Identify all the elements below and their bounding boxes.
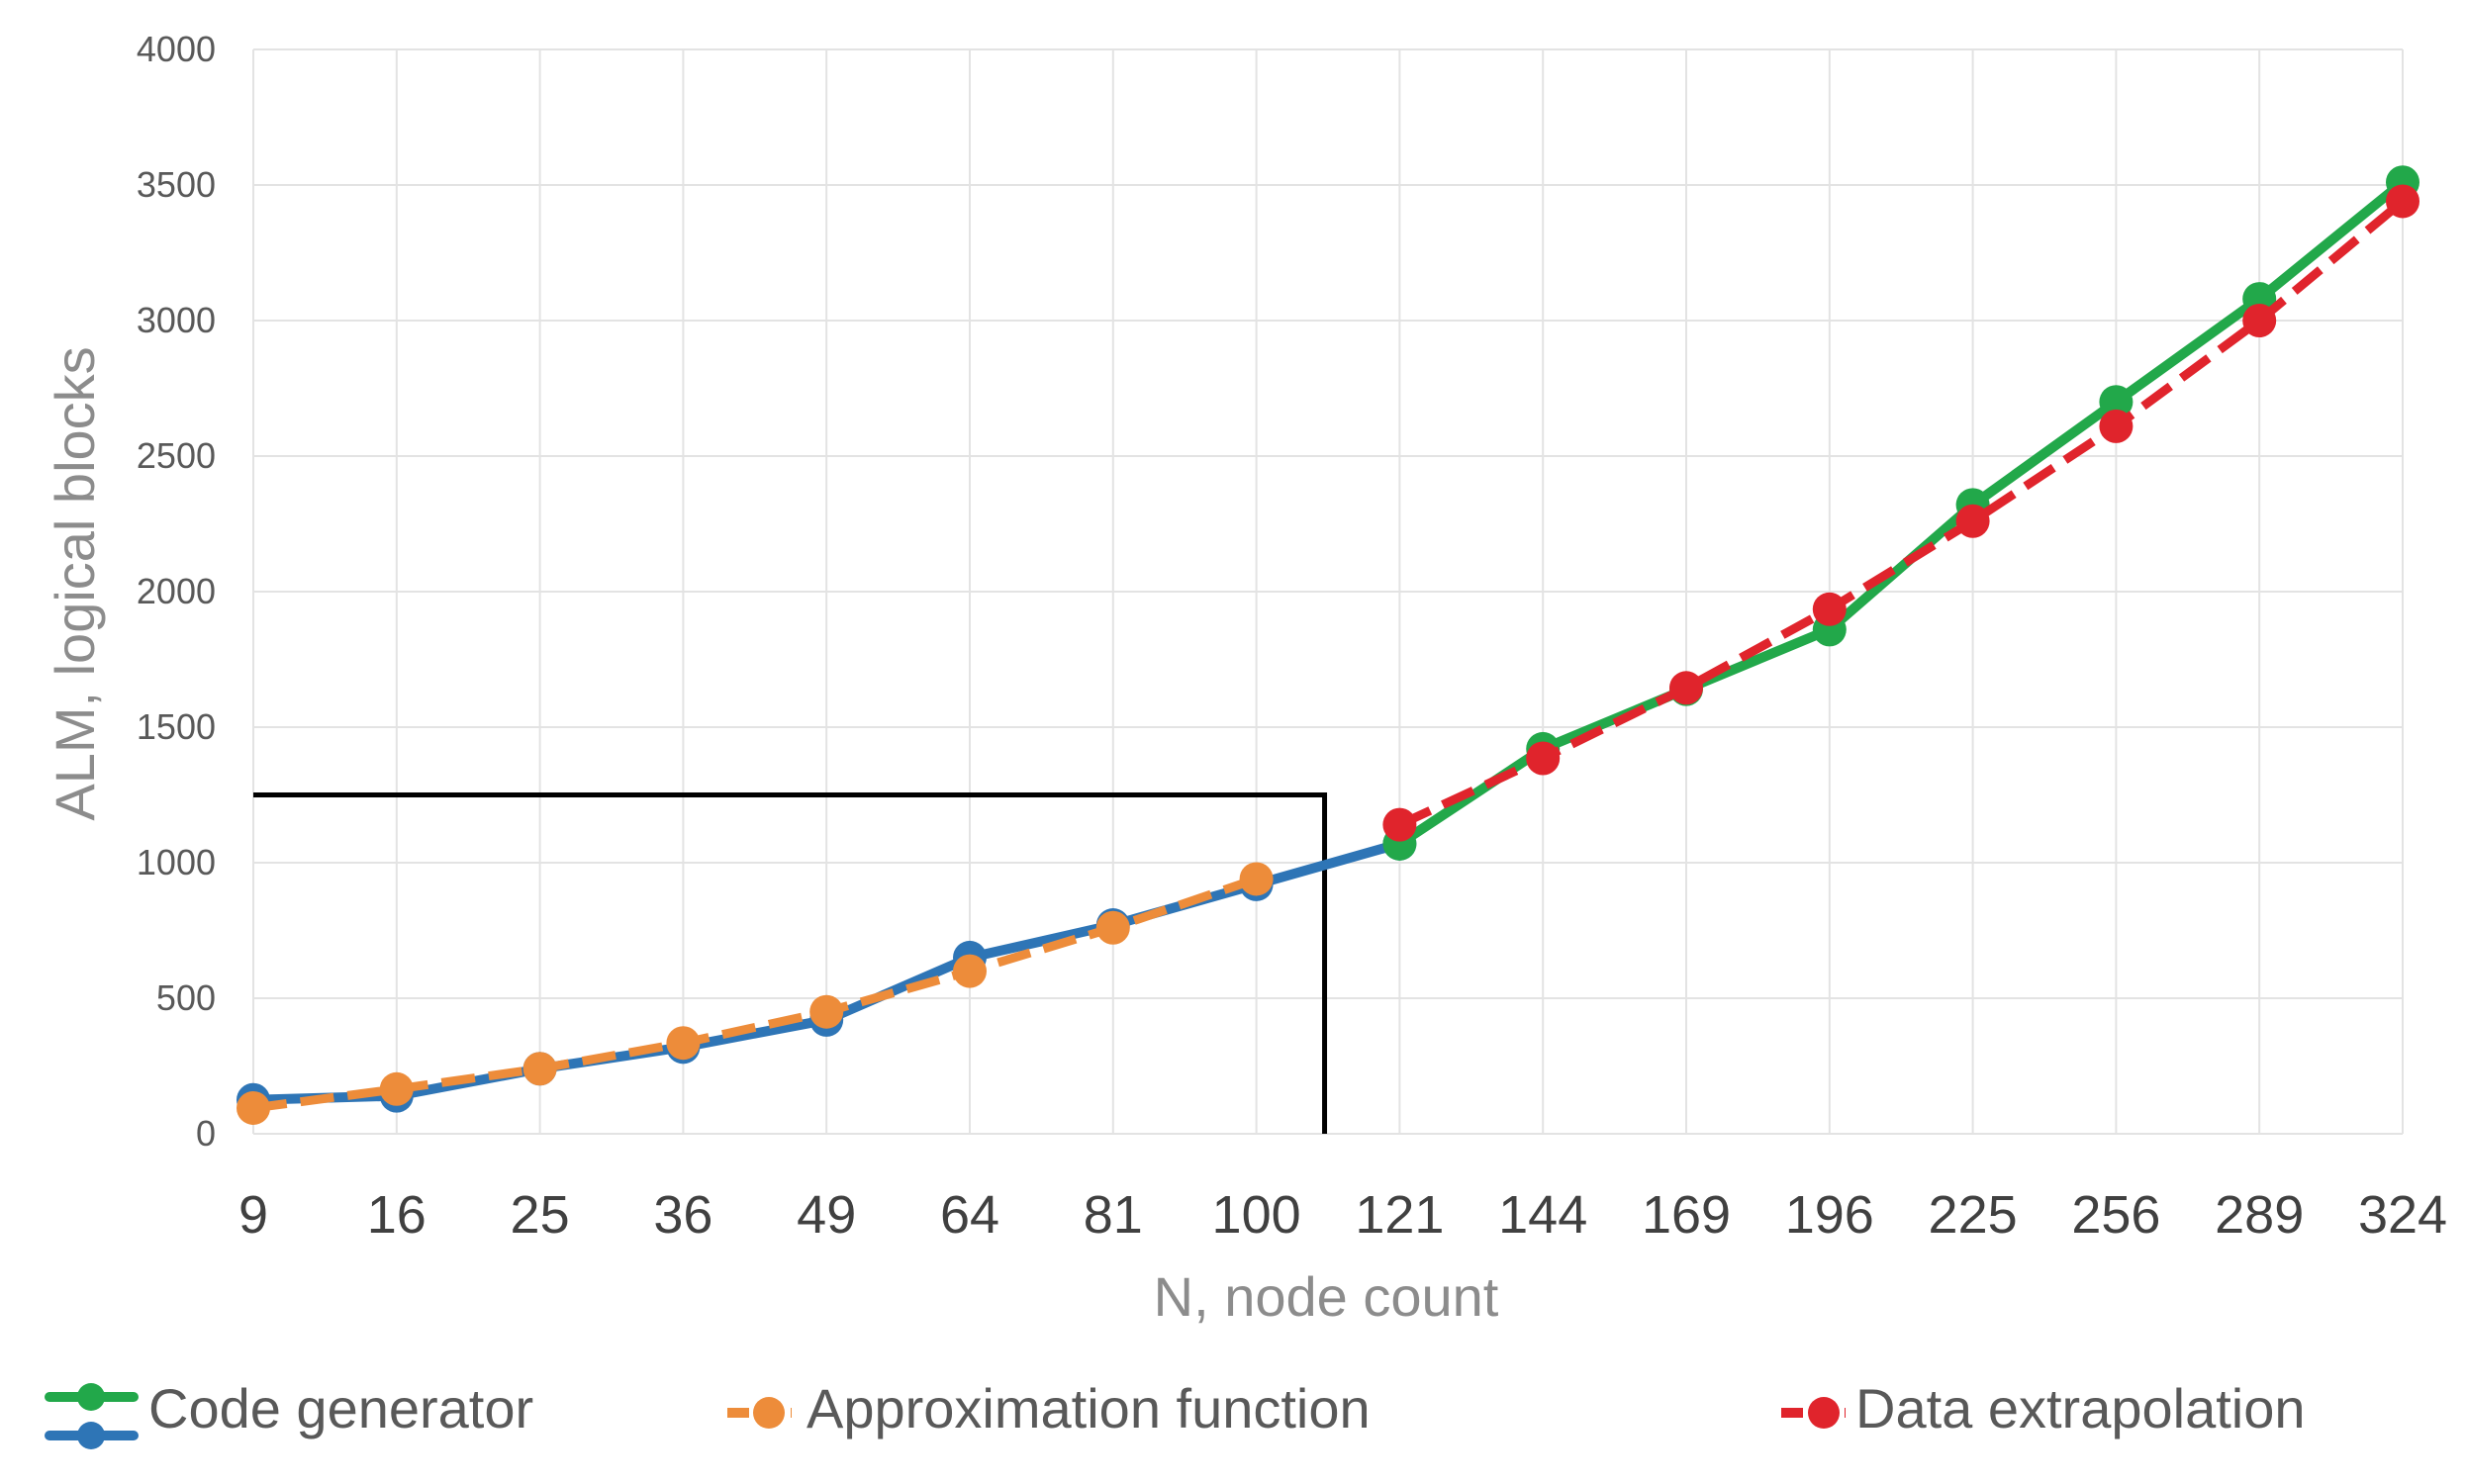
y-tick-label: 2500 (137, 435, 216, 476)
x-tick-label: 81 (1084, 1185, 1143, 1245)
x-tick-label: 9 (238, 1185, 268, 1245)
x-tick-label: 25 (511, 1185, 570, 1245)
x-tick-label: 36 (653, 1185, 712, 1245)
x-tick-label: 324 (2358, 1185, 2447, 1245)
series-approximation-function (237, 862, 1274, 1125)
data-point (953, 954, 987, 988)
x-tick-label: 289 (2215, 1185, 2304, 1245)
legend-swatch-red-marker (1808, 1397, 1840, 1429)
x-tick-label: 225 (1929, 1185, 2018, 1245)
legend-swatch-green-marker (77, 1383, 105, 1411)
y-tick-label: 3000 (137, 300, 216, 340)
y-tick-label: 1500 (137, 706, 216, 747)
legend-item-extrapolation: Data extrapolation (1781, 1377, 2306, 1439)
x-tick-label: 144 (1498, 1185, 1587, 1245)
data-point (809, 994, 844, 1029)
grid-layer (252, 48, 2404, 1135)
data-point (1239, 862, 1274, 896)
x-tick-label: 49 (797, 1185, 856, 1245)
x-tick-label: 256 (2071, 1185, 2160, 1245)
y-axis-ticks: 0 500 1000 1500 2000 2500 3000 3500 4000 (137, 29, 216, 1154)
y-tick-label: 2000 (137, 571, 216, 611)
data-point (1526, 741, 1561, 776)
annotation-layer (253, 792, 1328, 1134)
boundary-annotation (253, 792, 1328, 1134)
y-tick-label: 0 (196, 1113, 216, 1154)
x-axis-ticks: 9 16 25 36 49 64 81 100 121 144 169 196 225 256 289 324 (238, 1185, 2447, 1245)
data-point (2099, 409, 2134, 443)
series-line (1394, 177, 2408, 849)
x-tick-label: 121 (1355, 1185, 1444, 1245)
y-tick-label: 1000 (137, 842, 216, 882)
data-point (1382, 807, 1417, 842)
data-point (1955, 504, 1990, 538)
y-axis-title: ALM, logical blocks (44, 346, 106, 820)
legend: Code generator Approximation function Da… (45, 1377, 2306, 1449)
x-tick-label: 16 (367, 1185, 427, 1245)
y-tick-label: 3500 (137, 164, 216, 205)
legend-swatch-orange-marker (753, 1397, 785, 1429)
series-layer (237, 165, 2419, 1125)
data-point (1095, 910, 1130, 945)
legend-label-approximation: Approximation function (806, 1377, 1371, 1439)
legend-item-approximation: Approximation function (727, 1377, 1371, 1439)
legend-swatch-blue-marker (77, 1422, 105, 1449)
data-point (522, 1052, 557, 1086)
data-point (2099, 385, 2134, 419)
x-tick-label: 100 (1212, 1185, 1301, 1245)
data-point (1812, 592, 1847, 626)
legend-item-code-generator: Code generator (45, 1377, 533, 1449)
x-axis-title: N, node count (1154, 1265, 1499, 1328)
data-point (237, 1090, 270, 1125)
data-point (2386, 184, 2419, 219)
y-tick-label: 4000 (137, 29, 216, 69)
series-line (1397, 197, 2406, 829)
x-tick-label: 64 (940, 1185, 999, 1245)
series-line (252, 875, 1259, 1113)
data-point (379, 1071, 414, 1106)
x-tick-label: 196 (1785, 1185, 1874, 1245)
series-data-extrapolation (1382, 184, 2419, 842)
legend-label-code-generator: Code generator (148, 1377, 533, 1439)
legend-label-extrapolation: Data extrapolation (1855, 1377, 2306, 1439)
y-tick-label: 500 (156, 977, 216, 1018)
data-point (1669, 671, 1703, 705)
data-point (2242, 304, 2277, 337)
data-point (666, 1026, 701, 1061)
x-tick-label: 169 (1642, 1185, 1731, 1245)
